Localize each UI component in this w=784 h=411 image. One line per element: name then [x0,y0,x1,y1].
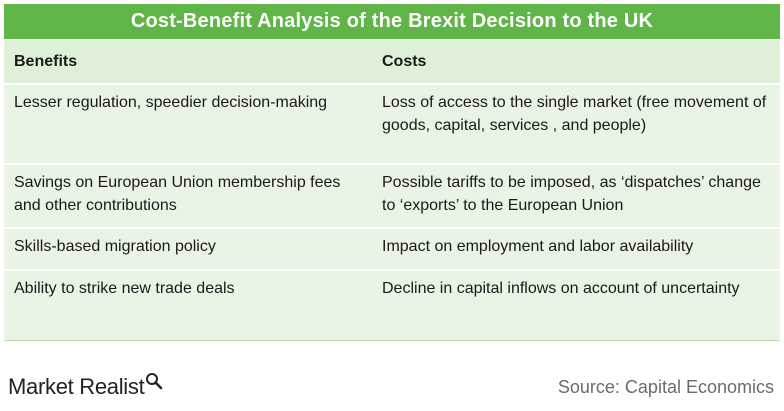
source-note: Source: Capital Economics [557,377,774,397]
cost-cell: Possible tariffs to be imposed, as ‘disp… [372,164,780,229]
table-header-row: Benefits Costs [4,40,780,85]
cost-cell: Loss of access to the single market (fre… [372,84,780,165]
benefits-column-header: Benefits [4,40,372,85]
market-realist-logo: Market Realist [8,373,163,400]
cost-benefit-table: Benefits Costs Lesser regulation, speedi… [4,40,780,341]
table-row: Ability to strike new trade deals Declin… [4,270,780,341]
benefit-cell: Savings on European Union membership fee… [4,164,372,229]
cost-cell: Impact on employment and labor availabil… [372,228,780,271]
benefit-cell: Lesser regulation, speedier decision-mak… [4,84,372,165]
benefit-cell: Skills-based migration policy [4,228,372,271]
table-title: Cost-Benefit Analysis of the Brexit Deci… [4,4,780,39]
table-row: Savings on European Union membership fee… [4,164,780,229]
costs-column-header: Costs [372,40,780,85]
benefit-cell: Ability to strike new trade deals [4,270,372,341]
magnifier-icon [146,373,163,390]
table-row: Lesser regulation, speedier decision-mak… [4,84,780,165]
logo-text: Market Realist [8,374,145,399]
table-row: Skills-based migration policy Impact on … [4,228,780,271]
cost-cell: Decline in capital inflows on account of… [372,270,780,341]
